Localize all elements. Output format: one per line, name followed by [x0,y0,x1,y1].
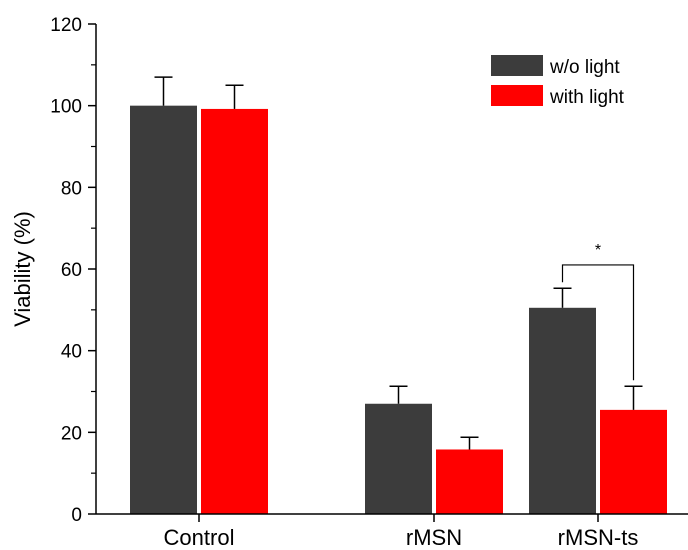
y-tick-label: 120 [50,15,82,36]
bar-wo-light [529,307,596,514]
significance-annotation: * [561,242,635,381]
bar-wo-light [365,403,432,514]
y-tick-label: 40 [61,342,82,363]
bar-with-light [436,449,503,514]
legend-label: w/o light [549,57,620,78]
x-category-label: rMSN-ts [558,525,639,550]
bar-with-light [201,108,268,514]
y-tick-label: 80 [61,178,82,199]
y-tick-label: 20 [61,423,82,444]
y-axis-title: Viability (%) [10,211,35,327]
bar-wo-light [130,105,197,515]
bar-with-light [600,409,667,514]
y-tick-label: 100 [50,97,82,118]
x-category-label: rMSN [406,525,462,550]
significance-star: * [595,242,601,259]
x-category-label: Control [164,525,235,550]
bars-layer [130,105,667,515]
significance-bracket [561,264,635,381]
legend-label: with light [549,87,625,108]
legend-swatch [491,55,543,76]
legend: w/o light with light [491,55,625,108]
category-labels-layer: Control rMSN rMSN-ts [164,525,639,550]
y-ticks-layer: 0 20 40 60 80 100 120 [50,15,599,526]
y-tick-label: 0 [71,505,82,526]
legend-swatch [491,85,543,106]
error-bars-layer [154,76,643,450]
y-tick-label: 60 [61,260,82,281]
